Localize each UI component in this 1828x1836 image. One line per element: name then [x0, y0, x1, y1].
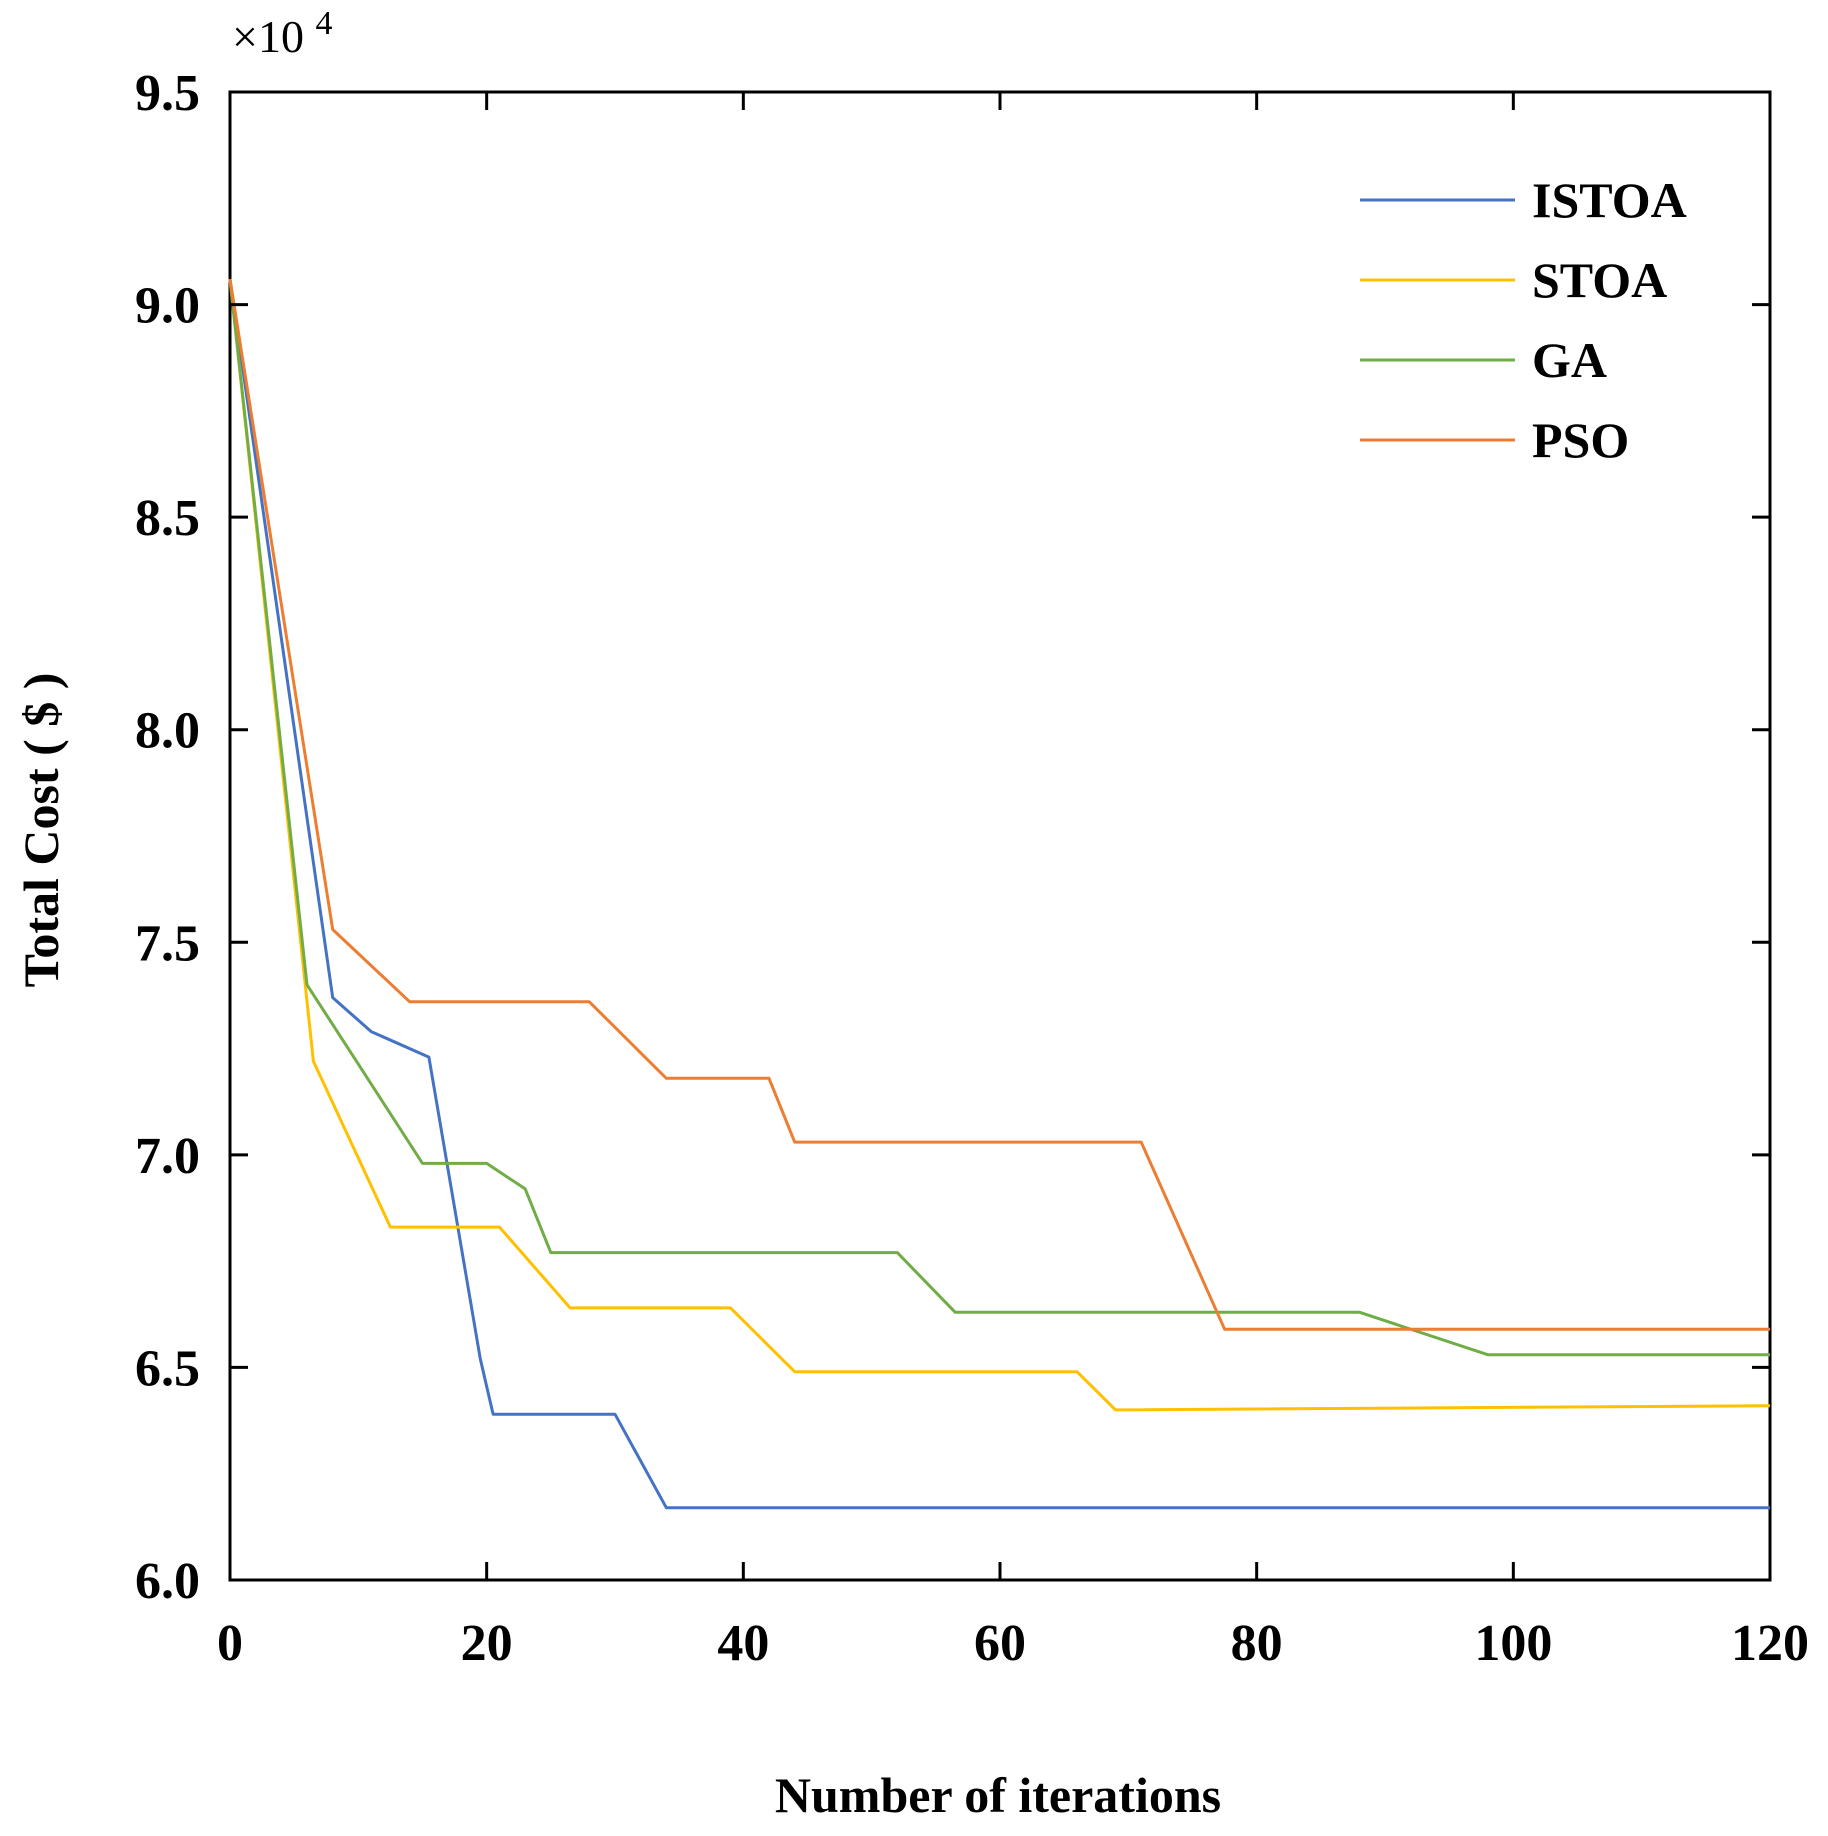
x-tick-label: 40: [717, 1615, 769, 1672]
y-tick-label: 7.0: [135, 1128, 200, 1185]
x-tick-label: 100: [1474, 1615, 1552, 1672]
x-tick-label: 60: [974, 1615, 1026, 1672]
legend-label-pso: PSO: [1532, 412, 1629, 468]
y-multiplier-exponent: 4: [315, 5, 332, 42]
x-tick-label: 20: [461, 1615, 513, 1672]
ticks: [228, 90, 1772, 1582]
y-multiplier-base: ×10: [232, 11, 304, 62]
tick-labels: 0 20 40 60 80 100 120 6.0 6.5 7.0 7.5 8.0 8.5 9.0 9.5: [135, 65, 1809, 1672]
y-tick-label: 6.5: [135, 1340, 200, 1397]
legend-label-stoa: STOA: [1532, 252, 1667, 308]
y-tick-label: 8.0: [135, 703, 200, 760]
y-tick-label: 7.5: [135, 915, 200, 972]
y-axis-title: Total Cost ( $ ): [13, 673, 69, 988]
x-tick-label: 80: [1231, 1615, 1283, 1672]
x-axis-title: Number of iterations: [775, 1767, 1221, 1823]
y-tick-label: 8.5: [135, 490, 200, 547]
series-lines: [228, 278, 1771, 1510]
y-tick-label: 6.0: [135, 1553, 200, 1610]
series-line-istoa: [228, 278, 1770, 1510]
x-tick-label: 0: [217, 1615, 243, 1672]
plot-area-border: [228, 90, 1772, 1582]
series-line-ga: [228, 278, 1770, 1357]
y-tick-label: 9.5: [135, 65, 200, 122]
legend-label-ga: GA: [1532, 332, 1607, 388]
legend-label-istoa: ISTOA: [1532, 172, 1687, 228]
y-tick-label: 9.0: [135, 278, 200, 335]
series-line-pso: [228, 278, 1770, 1331]
series-line-stoa: [228, 278, 1771, 1412]
x-tick-label: 120: [1731, 1615, 1809, 1672]
y-multiplier-label: ×10 4: [232, 5, 332, 62]
plot-frame: [228, 90, 1772, 1582]
legend: ISTOA STOA GA PSO: [1360, 172, 1687, 468]
